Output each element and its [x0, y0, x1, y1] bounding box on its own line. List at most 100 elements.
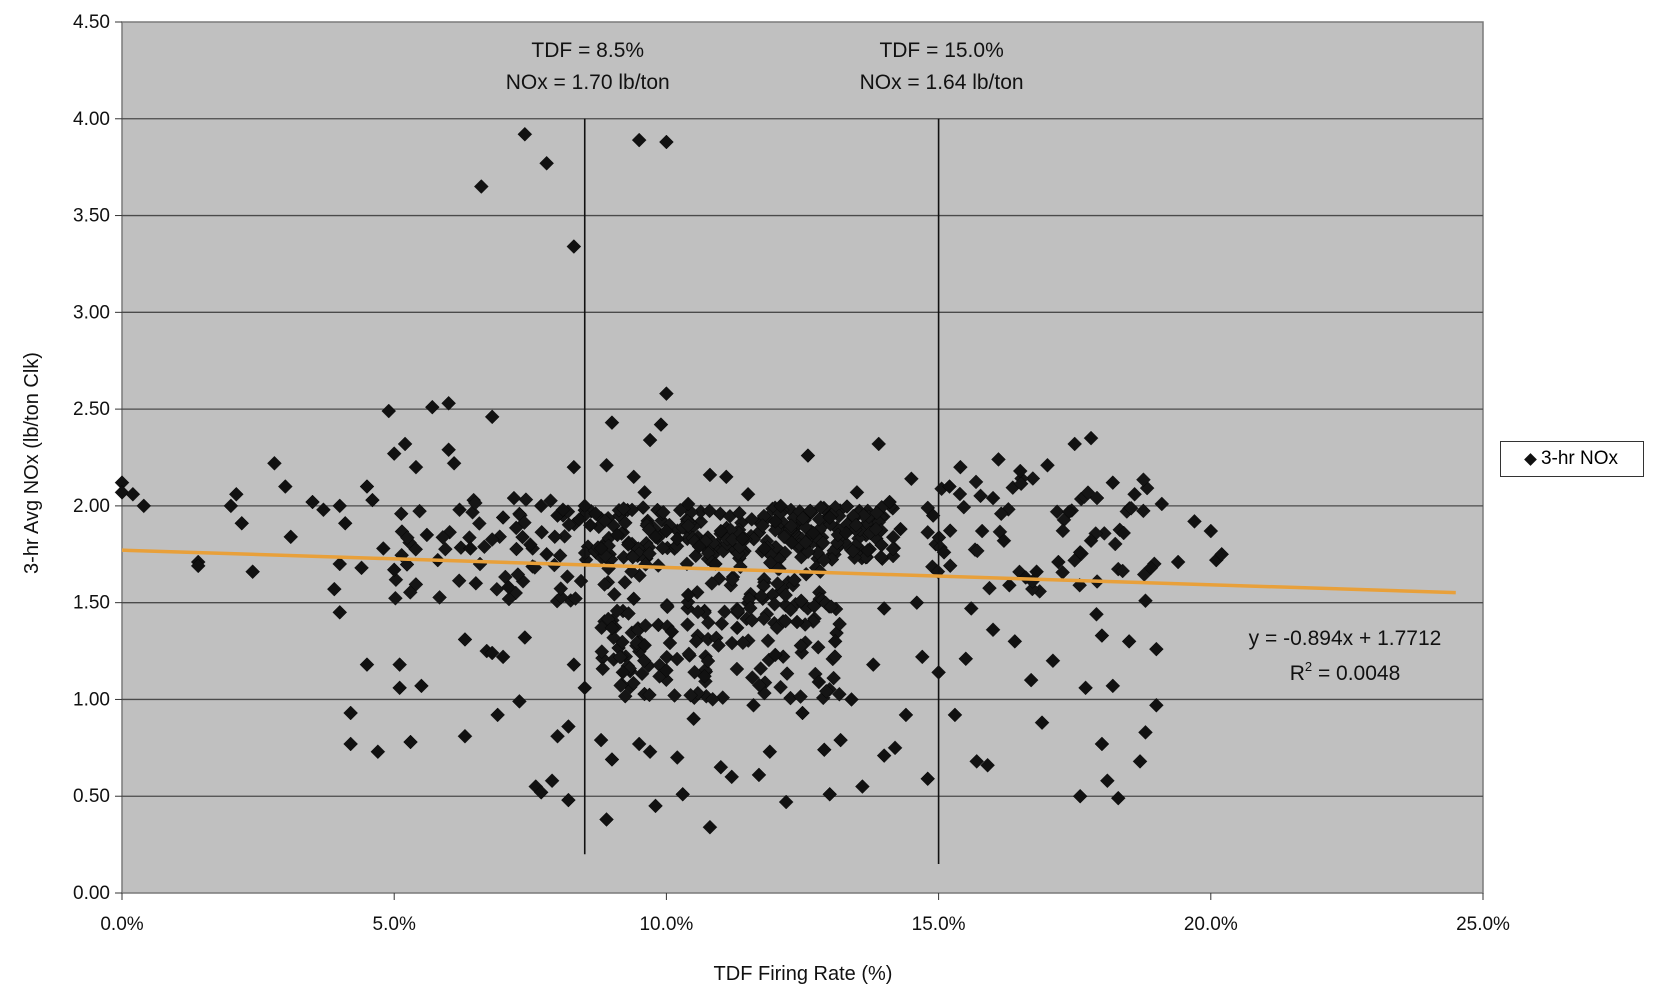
data-point-marker — [745, 670, 760, 685]
data-point-marker — [343, 736, 358, 752]
data-point-marker — [662, 635, 678, 651]
data-point-marker — [1002, 577, 1017, 593]
data-point-marker — [756, 611, 772, 627]
data-point-marker — [732, 505, 747, 521]
data-point-marker — [1025, 471, 1041, 486]
data-point-marker — [621, 537, 636, 552]
data-point-marker — [484, 409, 500, 425]
data-point-marker — [1127, 486, 1142, 502]
data-point-marker — [560, 569, 575, 584]
data-point-marker — [839, 499, 855, 514]
data-point-marker — [568, 591, 583, 606]
data-point-marker — [125, 486, 141, 502]
data-point-marker — [337, 516, 353, 531]
data-point-marker — [795, 510, 811, 526]
data-point-marker — [1115, 563, 1130, 579]
data-point-marker — [613, 678, 628, 693]
x-tick-label: 15.0% — [912, 914, 966, 935]
data-point-marker — [393, 506, 409, 522]
data-point-marker — [637, 637, 652, 653]
legend-diamond-icon — [1524, 452, 1537, 466]
data-point-marker — [517, 630, 533, 645]
data-point-marker — [1214, 546, 1229, 562]
data-point-marker — [484, 645, 500, 661]
data-point-marker — [553, 589, 569, 605]
data-point-marker — [829, 535, 845, 551]
data-point-marker — [245, 564, 260, 579]
data-point-marker — [400, 530, 415, 545]
data-point-marker — [1149, 697, 1164, 713]
data-point-marker — [740, 486, 756, 502]
data-point-marker — [985, 622, 1001, 638]
data-point-marker — [793, 689, 808, 704]
data-point-marker — [631, 736, 647, 752]
data-point-marker — [1110, 790, 1126, 806]
data-point-marker — [484, 532, 500, 547]
data-point-marker — [370, 744, 386, 759]
data-point-marker — [833, 732, 848, 748]
data-point-marker — [991, 452, 1006, 467]
data-point-marker — [610, 527, 625, 543]
data-point-marker — [724, 635, 740, 651]
data-point-marker — [819, 683, 834, 699]
data-point-marker — [778, 587, 793, 603]
data-point-marker — [495, 649, 511, 665]
data-point-marker — [724, 769, 740, 785]
data-point-marker — [856, 508, 871, 523]
data-point-marker — [822, 510, 838, 525]
y-axis-title: 3-hr Avg NOx (lb/ton Clk) — [21, 352, 43, 574]
data-point-marker — [1107, 536, 1123, 552]
data-point-marker — [533, 785, 549, 800]
y-tick-label: 2.00 — [73, 496, 110, 517]
y-tick-label: 2.50 — [73, 399, 110, 420]
data-point-marker — [993, 506, 1009, 522]
data-point-marker — [457, 632, 473, 647]
data-point-marker — [778, 613, 793, 629]
data-point-marker — [980, 757, 995, 773]
data-point-marker — [544, 773, 560, 789]
data-point-marker — [680, 587, 696, 603]
data-point-marker — [616, 501, 631, 516]
data-point-marker — [642, 744, 658, 759]
data-point-marker — [1072, 788, 1088, 804]
data-point-marker — [408, 459, 424, 475]
data-point-marker — [553, 581, 569, 596]
data-point-marker — [813, 500, 829, 515]
data-point-marker — [653, 417, 669, 432]
data-point-marker — [435, 530, 451, 545]
data-point-marker — [506, 490, 522, 506]
data-point-marker — [680, 518, 696, 534]
data-point-marker — [773, 498, 789, 514]
data-point-marker — [793, 638, 809, 653]
data-point-marker — [767, 647, 783, 663]
data-point-marker — [518, 492, 534, 507]
x-tick-label: 20.0% — [1184, 914, 1238, 935]
data-point-marker — [869, 505, 884, 521]
data-point-marker — [609, 603, 625, 619]
data-point-marker — [844, 692, 859, 707]
data-point-marker — [659, 386, 674, 401]
x-tick-label: 10.0% — [639, 914, 693, 935]
data-point-marker — [832, 686, 847, 702]
data-point-marker — [1067, 436, 1082, 452]
data-point-marker — [848, 517, 864, 533]
data-point-marker — [1149, 641, 1164, 657]
data-point-marker — [388, 572, 404, 587]
data-point-marker — [730, 603, 746, 619]
data-point-marker — [234, 516, 250, 531]
data-point-marker — [969, 754, 984, 769]
data-point-marker — [515, 529, 530, 545]
data-point-marker — [354, 560, 369, 576]
data-point-marker — [876, 601, 892, 616]
data-point-marker — [327, 581, 342, 597]
data-point-marker — [767, 522, 783, 538]
data-point-marker — [970, 543, 985, 559]
data-point-marker — [523, 537, 538, 552]
data-point-marker — [468, 576, 484, 591]
data-point-marker — [885, 541, 901, 557]
data-point-marker — [626, 591, 642, 607]
data-point-marker — [651, 617, 666, 633]
trendline-group — [121, 548, 1456, 595]
data-point-marker — [705, 692, 720, 707]
